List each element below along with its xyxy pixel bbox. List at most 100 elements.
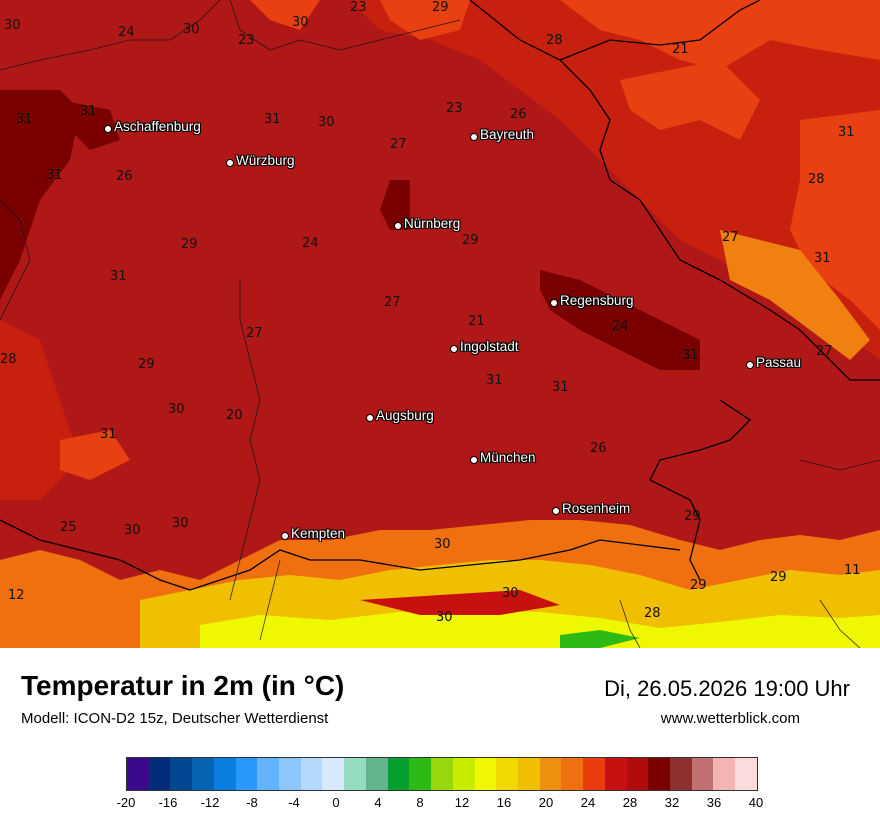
legend-swatch <box>604 758 627 790</box>
temperature-value-label: 26 <box>116 169 133 184</box>
city-dot-icon <box>394 222 402 230</box>
legend-swatch <box>344 758 366 790</box>
legend-swatch <box>669 758 692 790</box>
city-dot-icon <box>552 507 560 515</box>
temperature-value-label: 26 <box>510 107 527 122</box>
legend-swatch <box>235 758 258 790</box>
temperature-value-label: 30 <box>434 537 451 552</box>
temperature-value-label: 27 <box>722 230 739 245</box>
temperature-value-label: 29 <box>770 570 787 585</box>
legend-tick-label: 16 <box>496 795 512 810</box>
city-name: Regensburg <box>560 293 634 308</box>
legend-tick-labels: -20 -16 -12 -8 -4 0 4 8 12 16 20 24 28 32 36 40 <box>117 795 764 813</box>
city-dot-icon <box>746 361 754 369</box>
legend-swatch <box>561 758 584 790</box>
temperature-value-label: 31 <box>682 348 699 363</box>
temperature-value-label: 21 <box>468 314 485 329</box>
city-name: Bayreuth <box>480 127 535 142</box>
color-legend <box>126 757 758 791</box>
temperature-value-label: 31 <box>46 168 63 183</box>
legend-swatch <box>626 758 649 790</box>
city-name: Nürnberg <box>404 216 461 231</box>
legend-tick-label: 28 <box>622 795 638 810</box>
temperature-value-label: 30 <box>436 610 453 625</box>
legend-swatch <box>213 758 236 790</box>
legend-tick-label: 4 <box>374 795 382 810</box>
footer: Temperatur in 2m (in °C) Modell: ICON-D2… <box>0 648 880 830</box>
city-name: Passau <box>756 355 802 370</box>
legend-swatch <box>192 758 214 790</box>
city-name: Ingolstadt <box>460 339 519 354</box>
temperature-value-label: 23 <box>446 101 463 116</box>
temperature-value-label: 24 <box>118 25 135 40</box>
city-dot-icon <box>366 414 374 422</box>
temperature-value-label: 30 <box>502 586 519 601</box>
legend-swatch <box>648 758 670 790</box>
temperature-value-label: 27 <box>384 295 401 310</box>
legend-swatch <box>170 758 193 790</box>
city-dot-icon <box>470 133 478 141</box>
temperature-value-label: 24 <box>302 236 319 251</box>
temperature-value-label: 21 <box>672 42 689 57</box>
temperature-value-label: 30 <box>183 22 200 37</box>
legend-swatch <box>409 758 432 790</box>
temperature-value-label: 29 <box>138 357 155 372</box>
legend-tick-label: 0 <box>332 795 340 810</box>
legend-swatch <box>365 758 388 790</box>
city-dot-icon <box>226 159 234 167</box>
temperature-value-label: 28 <box>644 606 661 621</box>
legend-swatch <box>322 758 345 790</box>
city-name: München <box>480 450 536 465</box>
forecast-datetime: Di, 26.05.2026 19:00 Uhr <box>604 676 850 701</box>
city-dot-icon <box>104 125 112 133</box>
legend-tick-label: 36 <box>706 795 722 810</box>
temperature-value-label: 27 <box>246 326 263 341</box>
legend-swatch <box>474 758 497 790</box>
temperature-value-label: 30 <box>4 18 21 33</box>
website-link[interactable]: www.wetterblick.com <box>660 710 800 727</box>
temperature-value-label: 29 <box>432 0 449 15</box>
legend-tick-label: -16 <box>158 795 178 810</box>
temperature-value-label: 29 <box>462 233 479 248</box>
city-name: Aschaffenburg <box>114 119 201 134</box>
temperature-value-label: 23 <box>238 33 255 48</box>
temperature-value-label: 31 <box>838 125 855 140</box>
legend-tick-label: 32 <box>664 795 680 810</box>
temperature-value-label: 28 <box>546 33 563 48</box>
legend-swatch <box>539 758 562 790</box>
legend-tick-label: 8 <box>416 795 424 810</box>
temperature-map: 30 24 30 23 23 29 28 21 30 31 31 30 31 30 23 26 27 31 26 29… <box>0 0 880 648</box>
model-source: Modell: ICON-D2 15z, Deutscher Wetterdie… <box>21 710 329 727</box>
temperature-value-label: 30 <box>318 115 335 130</box>
city-name: Würzburg <box>236 153 295 168</box>
temperature-value-label: 24 <box>612 319 629 334</box>
legend-swatch <box>279 758 301 790</box>
legend-swatch <box>300 758 323 790</box>
temperature-value-label: 29 <box>684 509 701 524</box>
temperature-value-label: 23 <box>350 0 367 15</box>
legend-swatch <box>713 758 736 790</box>
legend-swatch <box>496 758 518 790</box>
temperature-value-label: 25 <box>60 520 77 535</box>
legend-tick-label: -20 <box>116 795 136 810</box>
temperature-value-label: 20 <box>226 408 243 423</box>
legend-swatch <box>735 758 757 790</box>
legend-swatch <box>148 758 171 790</box>
temperature-value-label: 31 <box>552 380 569 395</box>
temperature-value-label: 11 <box>844 563 861 578</box>
temperature-value-label: 12 <box>8 588 25 603</box>
legend-tick-label: 20 <box>538 795 554 810</box>
temperature-value-label: 27 <box>390 137 407 152</box>
temperature-value-label: 27 <box>816 344 833 359</box>
temperature-value-label: 31 <box>80 104 97 119</box>
temperature-value-label: 31 <box>110 269 127 284</box>
legend-swatch <box>431 758 453 790</box>
temperature-value-label: 28 <box>0 352 17 367</box>
temperature-value-label: 28 <box>808 172 825 187</box>
legend-swatch <box>583 758 605 790</box>
legend-tick-label: -4 <box>288 795 300 810</box>
temperature-value-label: 31 <box>814 251 831 266</box>
legend-tick-label: -12 <box>200 795 220 810</box>
temperature-value-label: 31 <box>264 112 281 127</box>
legend-swatch <box>127 758 149 790</box>
